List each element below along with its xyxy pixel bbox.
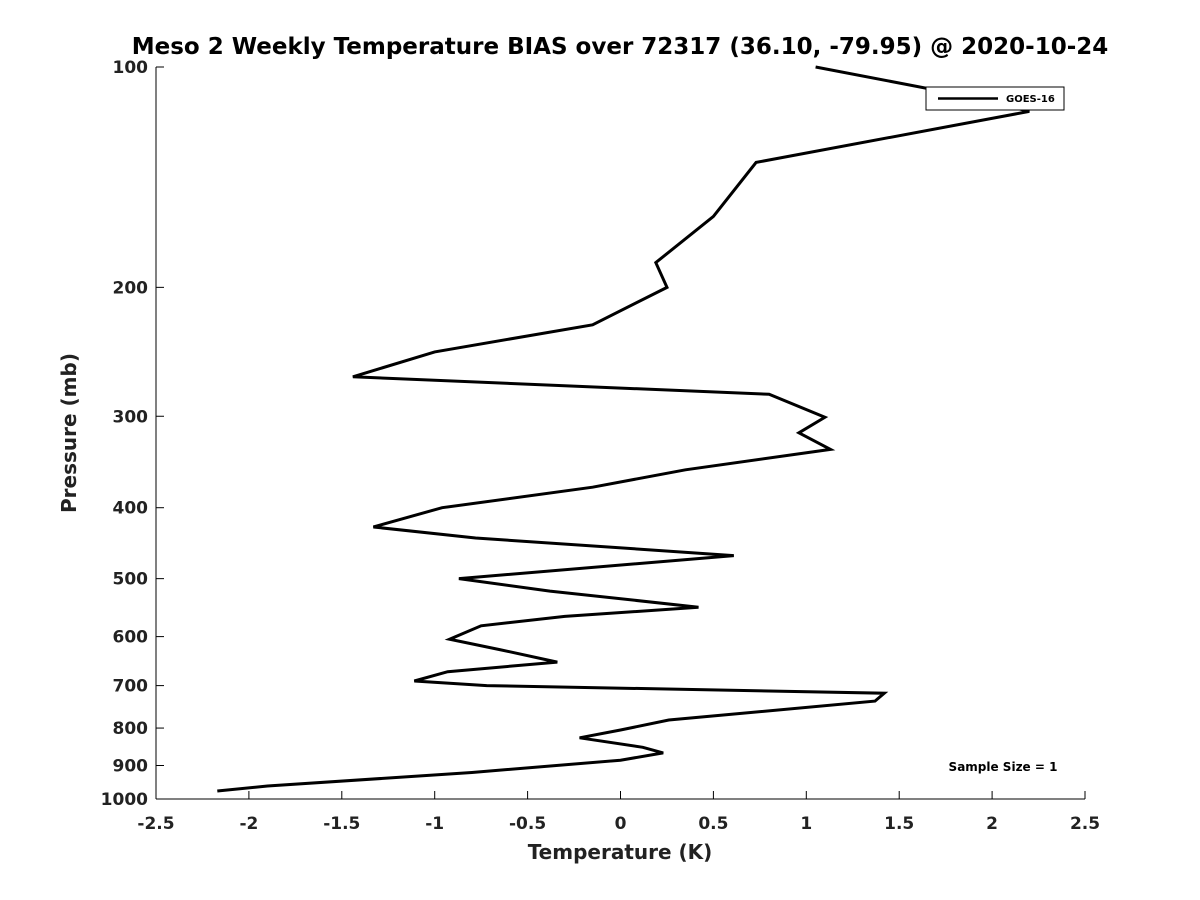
y-tick-label: 700 [113,677,149,697]
y-tick-label: 400 [113,499,149,519]
sample-size-annotation: Sample Size = 1 [949,760,1058,774]
x-tick-label: 1.5 [884,814,914,834]
legend-label-goes-16: GOES-16 [1006,94,1055,105]
y-tick-label: 600 [113,628,149,648]
y-tick-label: 800 [113,719,149,739]
x-tick-label: 2 [986,814,998,834]
y-tick-label: 1000 [101,790,148,810]
x-tick-label: -2.5 [137,814,174,834]
y-axis-label: Pressure (mb) [57,353,81,513]
axis-ticks: -2.5 -2 -1.5 -1 -0.5 0 0.5 1 1.5 2 2.5 100 200 300 400… [101,58,1100,834]
series-line-goes-16 [217,65,1030,793]
x-axis-label: Temperature (K) [528,840,713,864]
x-tick-label: -0.5 [509,814,546,834]
x-tick-label: 0.5 [698,814,728,834]
legend: GOES-16 [925,86,1065,111]
y-tick-label: 300 [113,407,149,427]
y-tick-label: 500 [113,570,149,590]
y-tick-label: 100 [113,58,149,78]
x-tick-label: -1.5 [323,814,360,834]
y-tick-label: 900 [113,757,149,777]
x-tick-label: 1 [800,814,812,834]
series-layer [217,65,1030,793]
x-tick-label: -1 [425,814,444,834]
x-tick-label: -2 [239,814,258,834]
chart-title: Meso 2 Weekly Temperature BIAS over 7231… [132,34,1109,60]
y-tick-label: 200 [113,278,149,298]
x-tick-label: 2.5 [1070,814,1100,834]
x-tick-label: 0 [615,814,627,834]
